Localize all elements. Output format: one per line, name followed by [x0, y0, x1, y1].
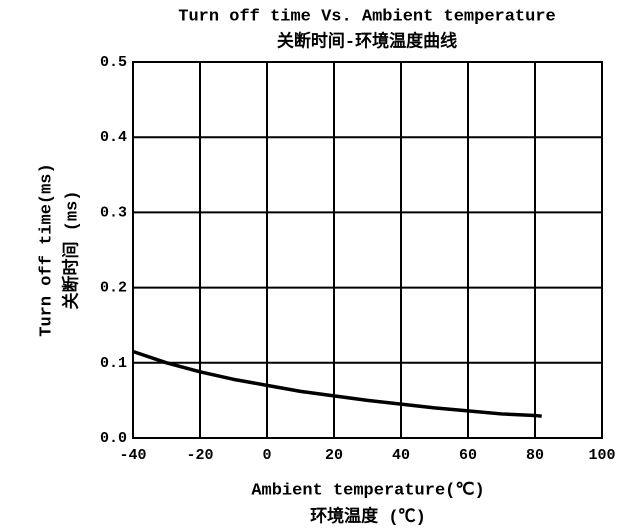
x-tick-label: 60: [459, 447, 477, 464]
x-tick-label: 40: [392, 447, 410, 464]
chart-subtitle: 关断时间-环境温度曲线: [277, 30, 457, 52]
y-tick-label: 0.0: [100, 430, 127, 447]
x-tick-label: 0: [262, 447, 271, 464]
y-tick-label: 0.2: [100, 280, 127, 297]
line-series: [132, 349, 542, 418]
x-tick-label: -20: [186, 447, 213, 464]
x-axis-label: Ambient temperature(℃): [251, 481, 484, 500]
y-axis-label: 关断时间 (ms): [60, 190, 82, 309]
x-tick-label: -40: [119, 447, 146, 464]
x-tick-label: 20: [325, 447, 343, 464]
y-tick-label: 0.5: [100, 54, 127, 71]
plot-frame: [132, 61, 603, 439]
y-tick-label: 0.3: [100, 204, 127, 221]
x-tick-label: 100: [588, 447, 615, 464]
x-tick-label: 80: [526, 447, 544, 464]
y-tick-label: 0.1: [100, 355, 127, 372]
chart-title: Turn off time Vs. Ambient temperature: [178, 7, 555, 26]
y-axis-label: Turn off time(ms): [37, 163, 56, 336]
x-axis-label: 环境温度 (℃): [310, 505, 426, 527]
y-tick-label: 0.4: [100, 129, 127, 146]
